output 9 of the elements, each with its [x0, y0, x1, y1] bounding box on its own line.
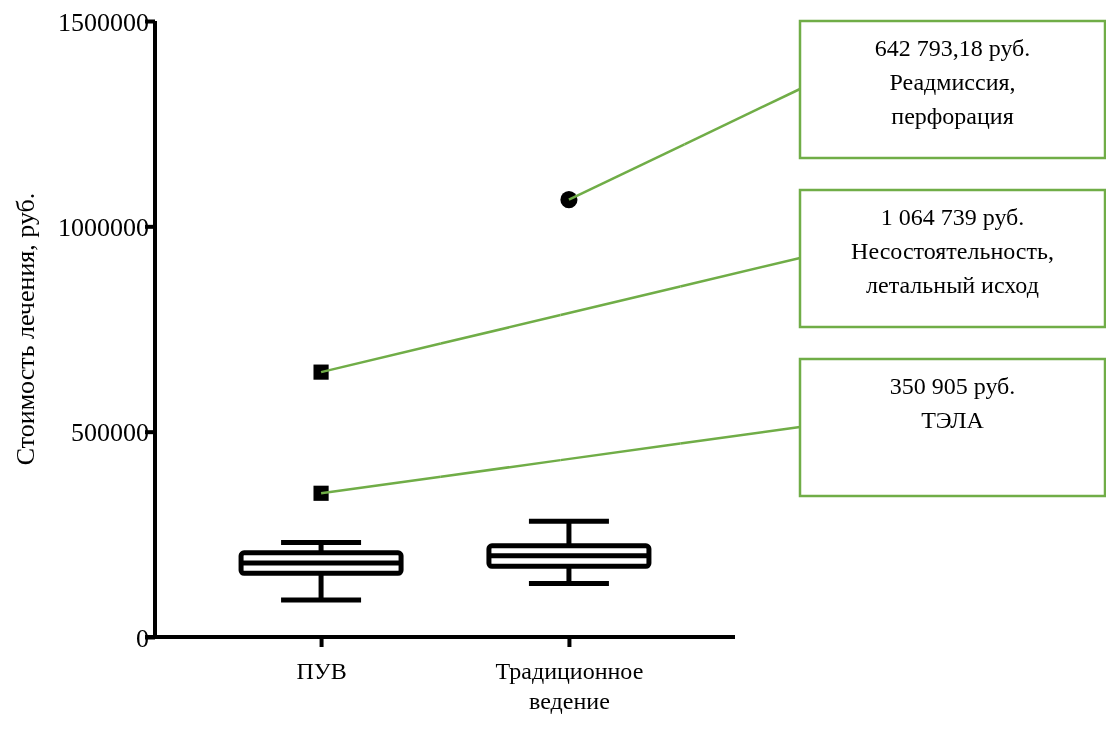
text: 642 793,18 руб. Реадмиссия, перфорация	[874, 35, 1031, 129]
text: 1 064 739 руб. Несостоятельность, летальный исход	[851, 204, 1054, 298]
y-tick-label: 1500000	[58, 7, 149, 37]
x-tick-label: ПУВ	[296, 658, 347, 684]
y-axis-title: Стоимость лечения, руб.	[11, 192, 40, 466]
y-tick-label: 1000000	[58, 212, 149, 242]
y-tick-label: 500000	[71, 418, 149, 448]
x-tick-label: Традиционное ведение	[495, 658, 644, 714]
text: 350 905 руб. ТЭЛА	[889, 373, 1016, 433]
